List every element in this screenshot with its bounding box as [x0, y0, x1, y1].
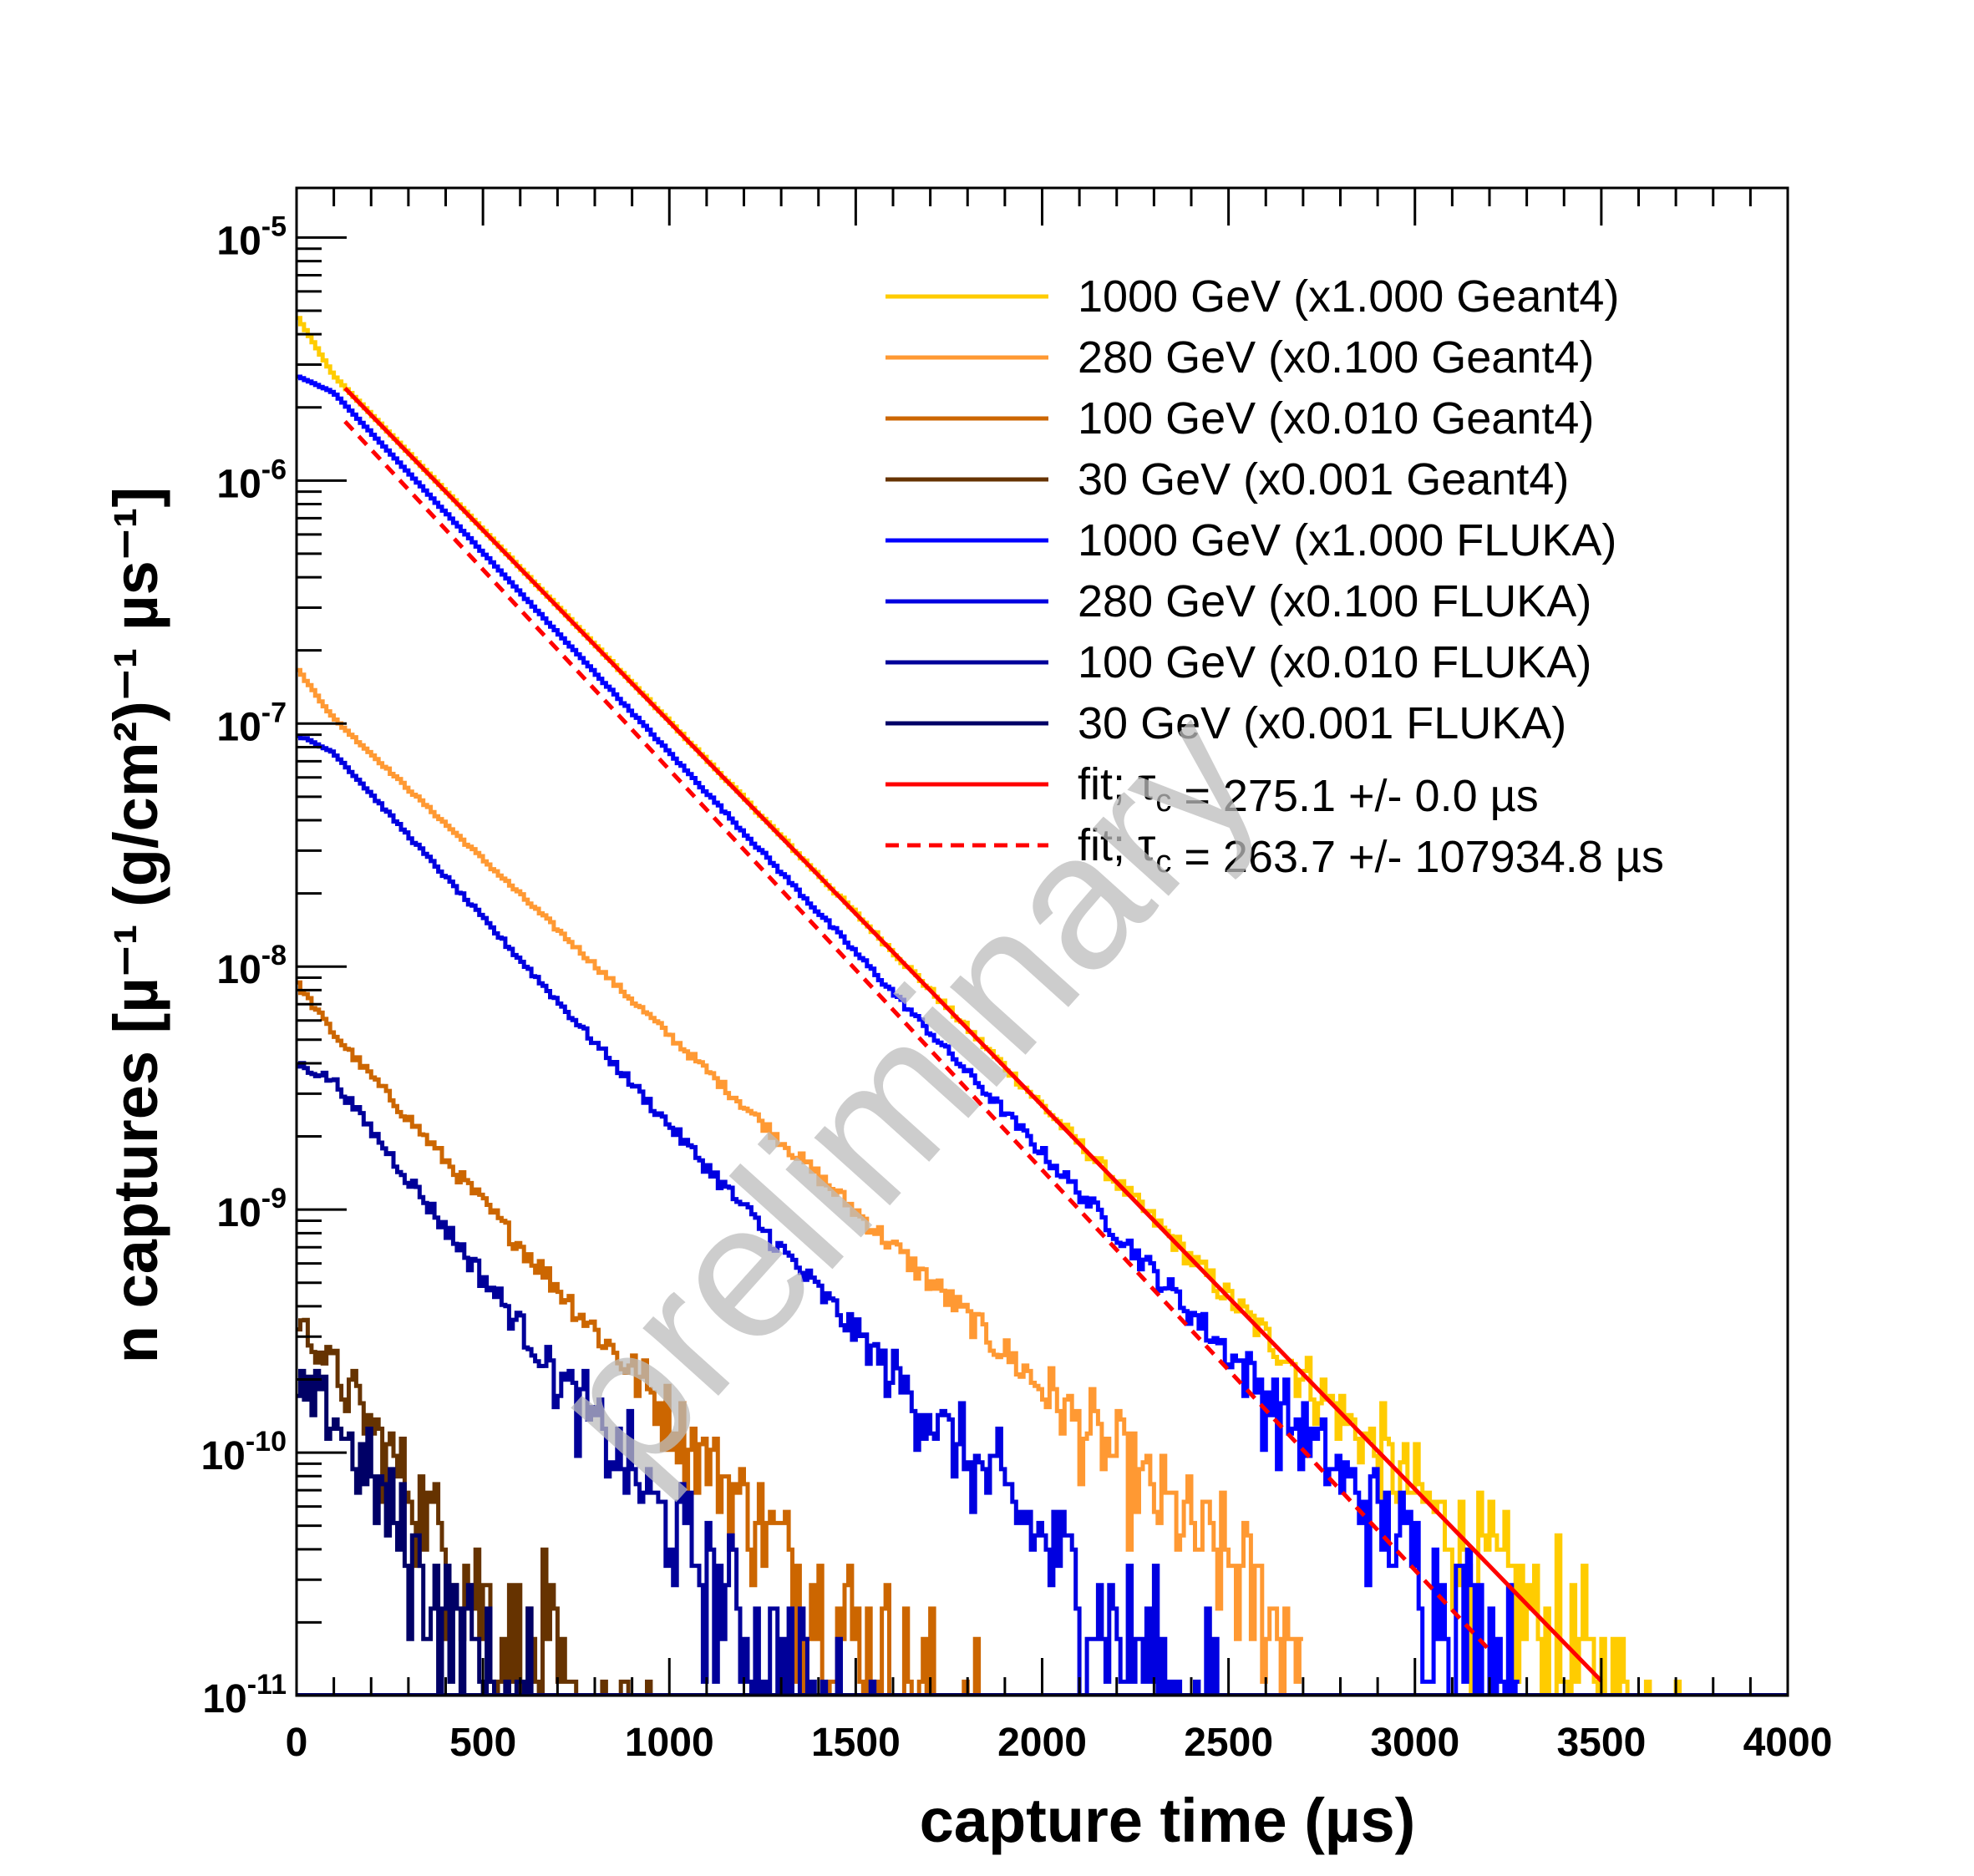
y-tick-label: 10-10 [200, 1426, 287, 1478]
legend-entry: fit; τc = 275.1 +/- 0.0 µs [1078, 759, 1539, 821]
series-line-8 [297, 1368, 534, 1696]
y-tick-label: 10-11 [202, 1669, 287, 1721]
x-tick-label: 4000 [1743, 1721, 1833, 1765]
x-tick-label: 3000 [1370, 1721, 1459, 1765]
legend-entry: 30 GeV (x0.001 Geant4) [1078, 454, 1569, 504]
legend: 1000 GeV (x1.000 Geant4) 280 GeV (x0.100 … [886, 271, 1664, 882]
legend-entry: 100 GeV (x0.010 FLUKA) [1078, 637, 1591, 687]
legend-entry: 1000 GeV (x1.000 FLUKA) [1078, 515, 1616, 565]
series-line-5 [297, 374, 1520, 1696]
y-tick-label: 10-9 [216, 1183, 287, 1235]
plot-content [297, 316, 1788, 1696]
x-tick-label: 2500 [1184, 1721, 1273, 1765]
y-tick-label: 10-8 [216, 940, 287, 992]
series-line-2 [297, 667, 1303, 1696]
legend-entry: fit; τc = 263.7 +/- 107934.8 µs [1078, 820, 1664, 882]
series-line-7 [297, 1061, 877, 1696]
fit-line-1 [343, 386, 1603, 1683]
x-axis-label: capture time (µs) [920, 1786, 1416, 1855]
y-axis: 10-5 10-6 10-7 10-8 10-9 10-10 10-11 [200, 210, 347, 1721]
legend-entry: 280 GeV (x0.100 FLUKA) [1078, 576, 1591, 626]
series-line-3 [297, 980, 982, 1696]
y-axis-label: n captures [µ⁻¹ (g/cm²)⁻¹ µs⁻¹] [101, 487, 170, 1363]
x-tick-label: 0 [286, 1721, 308, 1765]
series-line-6 [297, 733, 1220, 1696]
x-tick-label: 2000 [997, 1721, 1087, 1765]
x-tick-label: 3500 [1556, 1721, 1646, 1765]
legend-entry: 280 GeV (x0.100 Geant4) [1078, 332, 1594, 383]
x-tick-label: 1000 [625, 1721, 714, 1765]
x-tick-label: 500 [449, 1721, 516, 1765]
x-tick-label: 1500 [811, 1721, 901, 1765]
legend-entry: 30 GeV (x0.001 FLUKA) [1078, 698, 1566, 748]
y-tick-label: 10-7 [216, 697, 287, 749]
y-tick-label: 10-6 [216, 454, 287, 506]
legend-entry: 1000 GeV (x1.000 Geant4) [1078, 271, 1619, 322]
x-axis: 0 500 1000 1500 2000 2500 3000 3500 4000 [286, 188, 1833, 1765]
y-tick-label: 10-5 [216, 210, 287, 263]
legend-entry: 100 GeV (x0.010 Geant4) [1078, 393, 1594, 444]
